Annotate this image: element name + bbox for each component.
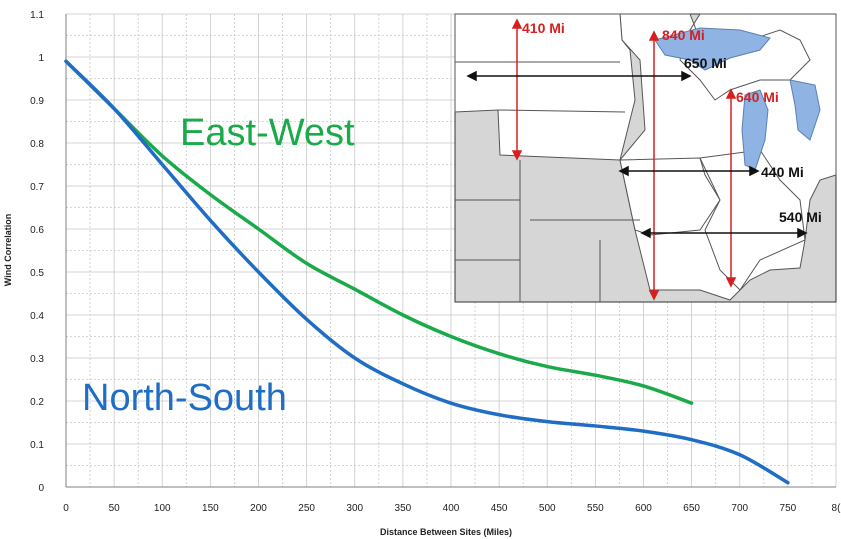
map-label-410: 410 Mi: [522, 20, 565, 36]
y-tick-label: 0.9: [30, 96, 44, 107]
y-tick-labels: 0 0.1 0.2 0.3 0.4 0.5 0.6 0.7 0.8 0.9 1 1.1: [30, 10, 44, 494]
east-west-arrows: [466, 70, 808, 239]
y-tick-label: 0.5: [30, 268, 44, 279]
x-tick-label: 700: [731, 503, 748, 514]
x-tick-label: 150: [202, 503, 219, 514]
y-tick-label: 0.7: [30, 182, 44, 193]
y-axis-title: Wind Correlation: [3, 214, 13, 286]
y-tick-label: 0.1: [30, 440, 44, 451]
x-tick-label: 50: [109, 503, 121, 514]
x-tick-label: 400: [443, 503, 460, 514]
x-tick-labels: 0 50 100 150 200 250 300 350 400 450 500 550 600 650 7…: [63, 503, 841, 514]
north-south-label: North-South: [82, 377, 287, 419]
x-tick-label: 350: [395, 503, 412, 514]
x-tick-label: 650: [683, 503, 700, 514]
y-tick-label: 1.1: [30, 10, 44, 21]
x-tick-label: 300: [346, 503, 363, 514]
map-label-650: 650 Mi: [684, 55, 727, 71]
x-tick-label: 100: [154, 503, 171, 514]
north-south-line: [64, 59, 790, 485]
y-tick-label: 0.8: [30, 139, 44, 150]
x-tick-label: 250: [298, 503, 315, 514]
y-tick-label: 0.3: [30, 354, 44, 365]
lake-huron: [789, 79, 821, 141]
midwest-inset-map: 410 Mi 840 Mi 650 Mi 640 Mi 440 Mi 540 M…: [454, 13, 837, 303]
x-tick-label: 600: [635, 503, 652, 514]
north-south-arrows: [511, 18, 737, 301]
map-label-640: 640 Mi: [736, 89, 779, 105]
x-tick-label: 200: [250, 503, 267, 514]
map-illinois-indiana: [699, 149, 806, 291]
lake-superior: [654, 27, 771, 71]
east-west-line: [64, 59, 694, 405]
y-tick-label: 0: [38, 483, 44, 494]
x-axis-title: Distance Between Sites (Miles): [380, 527, 512, 537]
y-tick-label: 0.4: [30, 311, 44, 322]
x-tick-label: 0: [63, 503, 69, 514]
x-tick-label: 550: [587, 503, 604, 514]
map-label-840: 840 Mi: [662, 27, 705, 43]
y-tick-label: 0.6: [30, 225, 44, 236]
x-tick-label: 750: [780, 503, 797, 514]
x-tick-label: 500: [539, 503, 556, 514]
axes: [65, 14, 836, 488]
map-dakotas: [454, 13, 636, 161]
x-tick-label: 8(: [832, 503, 841, 514]
series-lines: [64, 59, 790, 485]
state-borders: [455, 61, 640, 302]
east-west-label: East-West: [180, 112, 355, 154]
y-tick-label: 0.2: [30, 397, 44, 408]
map-label-440: 440 Mi: [761, 164, 804, 180]
y-tick-label: 1: [38, 53, 44, 64]
lake-michigan: [741, 89, 769, 171]
map-label-540: 540 Mi: [779, 209, 822, 225]
x-tick-label: 450: [491, 503, 508, 514]
